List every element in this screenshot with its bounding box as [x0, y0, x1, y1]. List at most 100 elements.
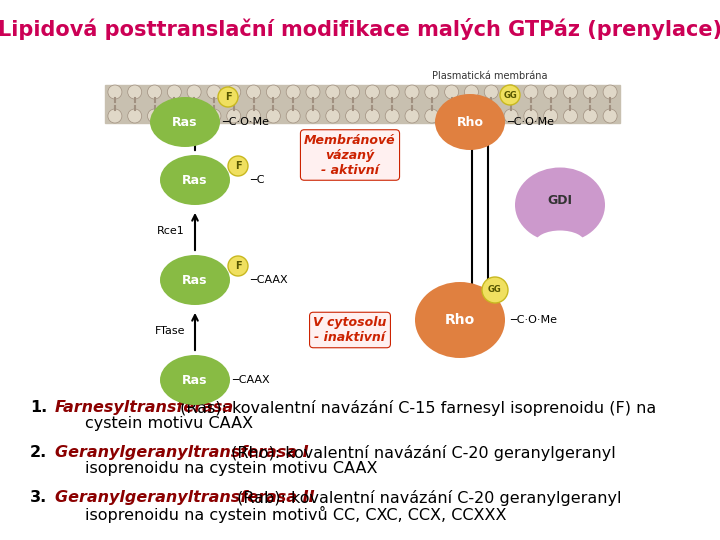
Circle shape — [346, 85, 359, 99]
Circle shape — [425, 109, 438, 123]
Ellipse shape — [160, 155, 230, 205]
Text: (Rab): kovalentní navázání C-20 geranylgeranyl: (Rab): kovalentní navázání C-20 geranylg… — [232, 490, 621, 506]
Circle shape — [325, 85, 340, 99]
Text: (Rho): kovalentní navázání C-20 geranylgeranyl: (Rho): kovalentní navázání C-20 geranylg… — [226, 445, 616, 461]
Circle shape — [286, 109, 300, 123]
Text: GDI: GDI — [547, 193, 572, 206]
Circle shape — [228, 156, 248, 176]
Text: GG: GG — [488, 286, 502, 294]
Circle shape — [544, 85, 558, 99]
Circle shape — [583, 85, 598, 99]
Ellipse shape — [515, 167, 605, 242]
Text: Ras: Ras — [172, 116, 198, 129]
Text: Rce1: Rce1 — [157, 226, 185, 236]
Circle shape — [227, 85, 240, 99]
Circle shape — [218, 87, 238, 107]
Circle shape — [385, 109, 399, 123]
Text: 2.: 2. — [30, 445, 48, 460]
Text: ─C·O·Me: ─C·O·Me — [507, 117, 554, 127]
Circle shape — [167, 85, 181, 99]
Circle shape — [504, 85, 518, 99]
Circle shape — [524, 85, 538, 99]
Circle shape — [485, 85, 498, 99]
Circle shape — [306, 85, 320, 99]
Circle shape — [227, 109, 240, 123]
Text: Ras: Ras — [182, 374, 208, 387]
Text: isoprenoidu na cystein motivu CAAX: isoprenoidu na cystein motivu CAAX — [85, 461, 377, 476]
Circle shape — [108, 85, 122, 99]
Text: cystein motivu CAAX: cystein motivu CAAX — [85, 416, 253, 431]
Circle shape — [266, 85, 280, 99]
Circle shape — [445, 85, 459, 99]
Circle shape — [266, 109, 280, 123]
Text: Lipidová posttranslační modifikace malých GTPáz (prenylace): Lipidová posttranslační modifikace malýc… — [0, 18, 720, 40]
Circle shape — [564, 109, 577, 123]
Text: Icmt: Icmt — [161, 128, 185, 138]
Text: ─C·O·Me: ─C·O·Me — [222, 117, 269, 127]
Circle shape — [325, 109, 340, 123]
Circle shape — [127, 109, 142, 123]
Text: ─C·O·Me: ─C·O·Me — [510, 315, 557, 325]
Text: ─C: ─C — [250, 175, 264, 185]
Text: F: F — [235, 261, 241, 271]
Circle shape — [405, 85, 419, 99]
Circle shape — [445, 109, 459, 123]
Text: GG: GG — [503, 91, 517, 99]
Text: V cytosolu
- inaktivní: V cytosolu - inaktivní — [313, 316, 387, 344]
Bar — [105, 85, 620, 123]
Ellipse shape — [150, 97, 220, 147]
Circle shape — [485, 109, 498, 123]
Text: FTase: FTase — [155, 326, 185, 336]
Circle shape — [385, 85, 399, 99]
Circle shape — [482, 277, 508, 303]
Circle shape — [500, 85, 520, 105]
Circle shape — [504, 109, 518, 123]
Circle shape — [167, 109, 181, 123]
Text: Geranylgeranyltransferasa II: Geranylgeranyltransferasa II — [55, 490, 315, 505]
Text: 3.: 3. — [30, 490, 48, 505]
Text: Plasmatická membrána: Plasmatická membrána — [432, 71, 548, 81]
Ellipse shape — [535, 231, 585, 255]
Circle shape — [108, 109, 122, 123]
Text: F: F — [235, 161, 241, 171]
Text: Ras: Ras — [182, 273, 208, 287]
Text: Farnesyltransferasa: Farnesyltransferasa — [55, 400, 234, 415]
Circle shape — [207, 109, 221, 123]
Ellipse shape — [435, 94, 505, 150]
Circle shape — [306, 109, 320, 123]
Text: Ras: Ras — [182, 173, 208, 186]
Circle shape — [405, 109, 419, 123]
Text: Rho: Rho — [445, 313, 475, 327]
Text: Geranylgeranyltransferasa I: Geranylgeranyltransferasa I — [55, 445, 309, 460]
Circle shape — [425, 85, 438, 99]
Circle shape — [148, 109, 161, 123]
Circle shape — [603, 85, 617, 99]
Circle shape — [228, 256, 248, 276]
Ellipse shape — [160, 255, 230, 305]
Circle shape — [246, 85, 261, 99]
Circle shape — [207, 85, 221, 99]
Circle shape — [583, 109, 598, 123]
Circle shape — [564, 85, 577, 99]
Circle shape — [187, 109, 201, 123]
Circle shape — [603, 109, 617, 123]
Text: ─CAAX: ─CAAX — [232, 375, 269, 385]
Circle shape — [148, 85, 161, 99]
Circle shape — [544, 109, 558, 123]
Text: F: F — [225, 92, 231, 102]
Ellipse shape — [160, 355, 230, 405]
Circle shape — [464, 85, 479, 99]
Circle shape — [524, 109, 538, 123]
Circle shape — [366, 85, 379, 99]
Circle shape — [246, 109, 261, 123]
Circle shape — [286, 85, 300, 99]
Ellipse shape — [415, 282, 505, 358]
Text: (Ras): kovalentní navázání C-15 farnesyl isoprenoidu (F) na: (Ras): kovalentní navázání C-15 farnesyl… — [175, 400, 657, 416]
Circle shape — [464, 109, 479, 123]
Text: isoprenoidu na cystein motivů CC, CXC, CCX, CCXXX: isoprenoidu na cystein motivů CC, CXC, C… — [85, 506, 506, 523]
Text: Rho: Rho — [456, 116, 484, 129]
Circle shape — [346, 109, 359, 123]
Text: 1.: 1. — [30, 400, 48, 415]
Circle shape — [187, 85, 201, 99]
Text: Membránové
vázaný
- aktivní: Membránové vázaný - aktivní — [304, 133, 396, 177]
